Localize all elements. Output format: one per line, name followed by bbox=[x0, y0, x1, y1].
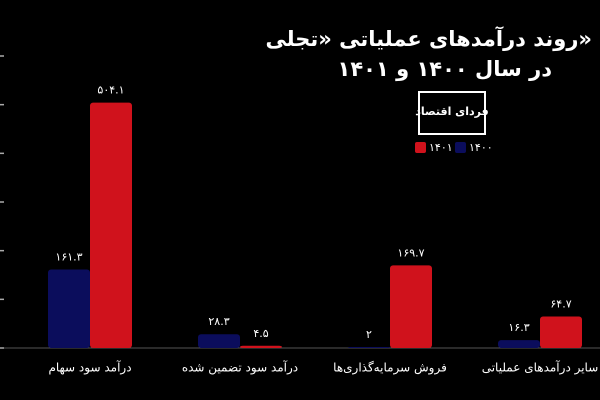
bar bbox=[90, 102, 132, 349]
value-label: ۱۶۹.۷ bbox=[397, 246, 424, 259]
legend-swatch bbox=[455, 142, 466, 153]
value-label: ۱۶۱.۳ bbox=[55, 251, 82, 264]
legend-label: ۱۴۰۱ bbox=[429, 141, 453, 154]
chart-title: در سال ۱۴۰۰ و ۱۴۰۱ bbox=[338, 57, 553, 81]
x-tick-label: فروش سرمایه‌گذاری‌ها bbox=[333, 361, 447, 376]
legend-label: ۱۴۰۰ bbox=[469, 141, 493, 154]
value-label: ۴.۵ bbox=[253, 327, 268, 340]
logo: فردای اقتصاد bbox=[415, 105, 488, 118]
legend-swatch bbox=[415, 142, 426, 153]
x-tick-label: سایر درآمدهای عملیاتی bbox=[482, 360, 599, 376]
value-label: ۶۴.۷ bbox=[550, 298, 571, 311]
value-label: ۵۰۴.۱ bbox=[97, 84, 124, 97]
value-label: ۲۸.۳ bbox=[208, 315, 229, 328]
bar bbox=[48, 269, 90, 348]
bar bbox=[198, 334, 240, 348]
x-tick-label: درآمد سود تضمین شده bbox=[182, 360, 298, 376]
x-tick-label: درآمد سود سهام bbox=[48, 360, 131, 376]
bar bbox=[240, 345, 282, 348]
value-label: ۱۶.۳ bbox=[508, 321, 529, 334]
chart-title: روند درآمدهای عملیاتی «تجلی» bbox=[265, 26, 592, 51]
bar bbox=[540, 316, 582, 348]
bar bbox=[390, 265, 432, 348]
logo-box bbox=[418, 91, 486, 135]
value-label: ۲ bbox=[366, 328, 372, 341]
bar bbox=[498, 340, 540, 348]
bar bbox=[348, 347, 390, 348]
